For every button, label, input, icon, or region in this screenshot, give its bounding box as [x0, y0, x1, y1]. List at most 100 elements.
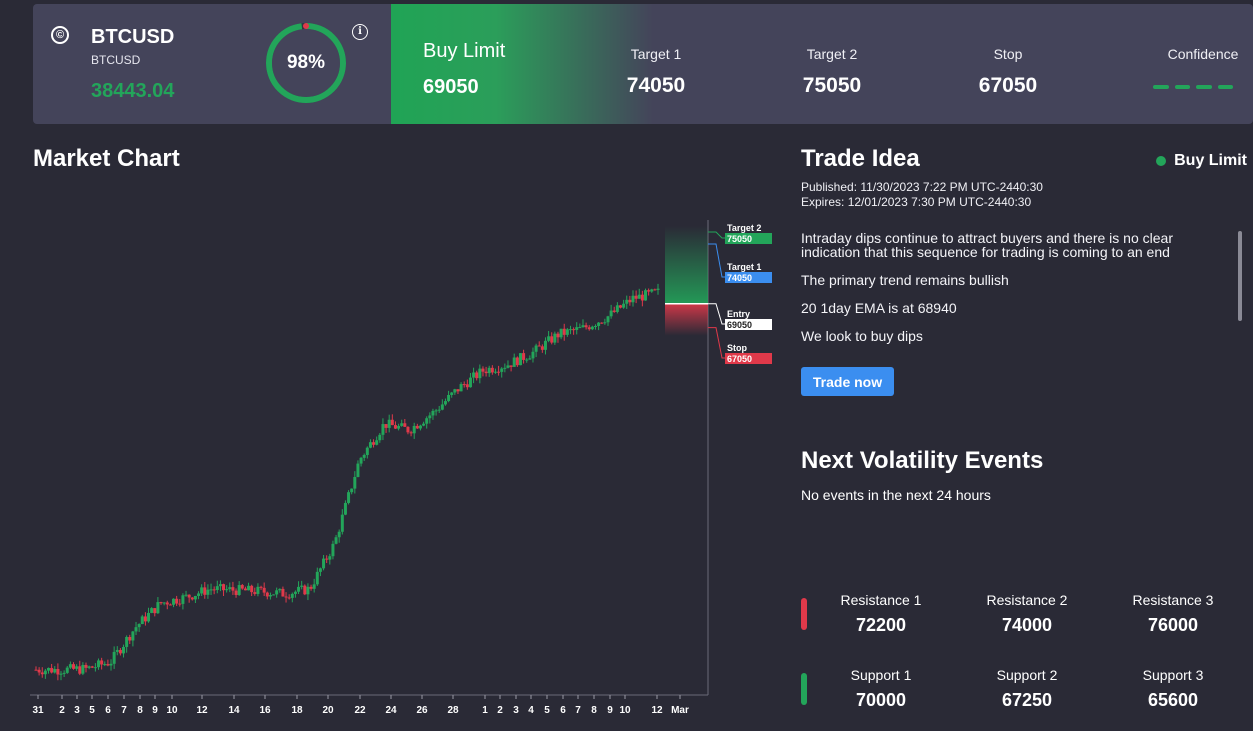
level-tag-value: 69050 — [727, 320, 752, 330]
resistance-2: Resistance 2 74000 — [952, 592, 1102, 636]
support-label: Support 3 — [1142, 667, 1204, 683]
candle-body — [343, 502, 347, 515]
candle-body — [187, 594, 191, 598]
candle-body — [281, 588, 285, 597]
candle-body — [112, 651, 116, 664]
candle-body — [453, 389, 457, 393]
candle-body — [403, 423, 407, 427]
x-tick-label: 20 — [322, 705, 334, 716]
candle-body — [153, 608, 157, 614]
level-connector — [708, 231, 726, 239]
confidence-bar — [1153, 85, 1233, 89]
volatility-subtitle: No events in the next 24 hours — [801, 487, 991, 503]
candle-body — [372, 442, 376, 445]
candle-body — [303, 585, 307, 595]
candle-body — [109, 663, 113, 666]
confidence-gauge — [266, 23, 346, 103]
scrollbar[interactable] — [1238, 231, 1242, 321]
candle-body — [590, 326, 594, 330]
candle-body — [284, 596, 288, 598]
candle-body — [462, 384, 466, 386]
candle-body — [65, 667, 69, 673]
candle-body — [531, 351, 535, 359]
candle-body — [447, 394, 451, 402]
candle-body — [647, 290, 651, 292]
x-tick-label: 9 — [152, 705, 158, 716]
x-tick-label: 10 — [619, 705, 631, 716]
trade-idea-text: 20 1day EMA is at 68940 — [801, 300, 957, 316]
target2-column: Target 2 75050 — [772, 46, 892, 98]
support-1: Support 1 70000 — [806, 667, 956, 711]
candle-body — [350, 488, 354, 493]
candle-body — [584, 325, 588, 328]
confidence-segment — [1217, 85, 1233, 89]
candle-body — [56, 668, 60, 675]
candle-body — [440, 404, 444, 410]
resistance-3: Resistance 3 76000 — [1098, 592, 1248, 636]
candle-body — [212, 589, 216, 591]
trade-now-button[interactable]: Trade now — [801, 367, 894, 396]
candle-body — [222, 584, 226, 591]
candle-body — [615, 305, 619, 312]
candle-body — [137, 624, 141, 628]
confidence-label: Confidence — [1167, 46, 1239, 62]
candle-body — [297, 586, 301, 592]
candle-body — [197, 593, 201, 596]
candle-body — [628, 299, 632, 303]
candle-body — [272, 594, 276, 596]
candle-body — [415, 425, 419, 429]
candle-body — [562, 328, 566, 335]
candle-body — [384, 424, 388, 428]
candle-body — [550, 336, 554, 343]
candle-body — [218, 584, 222, 587]
x-tick-label: 7 — [121, 705, 127, 716]
candle-body — [168, 604, 172, 606]
resistance-indicator — [801, 598, 807, 630]
status-label: Buy Limit — [1174, 152, 1247, 169]
info-icon[interactable]: i — [352, 24, 368, 40]
candle-body — [368, 442, 372, 448]
expires-line: Expires: 12/01/2023 7:30 PM UTC-2440:30 — [801, 195, 1031, 209]
candle-body — [565, 329, 569, 335]
candle-body — [556, 333, 560, 338]
support-3: Support 3 65600 — [1098, 667, 1248, 711]
candle-body — [515, 357, 519, 366]
candle-body — [575, 327, 579, 330]
level-tag-box — [725, 353, 772, 364]
candle-body — [81, 664, 85, 674]
candle-body — [512, 357, 516, 367]
candle-body — [175, 598, 179, 604]
candle-body — [375, 440, 379, 445]
candle-body — [572, 329, 576, 331]
candle-body — [422, 423, 426, 426]
candle-body — [309, 586, 313, 589]
resistance-value: 76000 — [1147, 615, 1199, 635]
candle-body — [115, 649, 119, 652]
candle-body — [287, 597, 291, 599]
x-tick-label: 10 — [166, 705, 178, 716]
gauge-percent: 98% — [286, 52, 326, 73]
level-tag-value: 75050 — [727, 234, 752, 244]
candle-body — [265, 592, 269, 597]
candle-body — [275, 590, 279, 595]
x-tick-label: 6 — [560, 705, 566, 716]
candle-body — [459, 384, 463, 392]
candle-body — [428, 415, 432, 419]
candle-body — [356, 463, 360, 477]
candle-body — [147, 612, 151, 622]
candle-body — [34, 669, 38, 671]
x-tick-label: 2 — [497, 705, 503, 716]
candle-body — [634, 295, 638, 299]
x-tick-label: Mar — [671, 705, 689, 716]
candle-body — [653, 289, 657, 291]
candle-body — [468, 377, 472, 388]
symbol-price: 38443.04 — [91, 80, 175, 102]
candle-body — [431, 410, 435, 416]
x-tick-label: 7 — [575, 705, 581, 716]
candle-body — [278, 588, 282, 591]
candle-body — [47, 667, 51, 671]
level-connector — [708, 327, 726, 359]
copyright-icon: © — [51, 26, 69, 44]
x-tick-label: 8 — [591, 705, 597, 716]
